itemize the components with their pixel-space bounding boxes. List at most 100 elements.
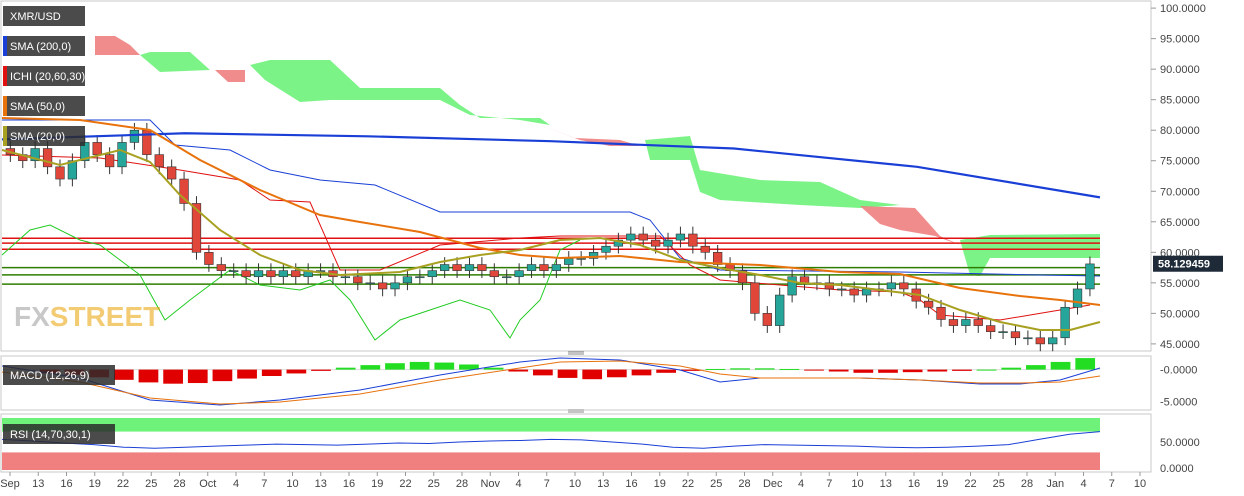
candle-body [1048, 337, 1058, 345]
macd-histogram-bar [434, 362, 455, 370]
macd-y-tick-label: -0.0000 [1160, 365, 1197, 377]
candle-body [167, 166, 177, 180]
macd-histogram-bar [902, 369, 923, 373]
candle-body [216, 264, 226, 271]
candle-body [1023, 337, 1033, 340]
candle-body [117, 142, 127, 168]
candle-body [291, 270, 301, 278]
candle-body [961, 319, 971, 326]
candle-body [923, 300, 934, 308]
rsi-y-tick-label: 50.0000 [1160, 437, 1200, 449]
rsi-legend-label: RSI (14,70,30,1) [10, 429, 91, 441]
y-tick-label: 85.0000 [1160, 95, 1200, 107]
candle-body [539, 264, 549, 271]
candle-body [1060, 306, 1070, 339]
x-tick-label: 19 [936, 478, 948, 490]
x-tick-label: 7 [826, 478, 832, 490]
macd-histogram-bar [138, 369, 159, 383]
indicator-legend-box[interactable]: SMA (20,0) [3, 126, 85, 146]
candle-body [973, 319, 983, 326]
rsi-legend-box[interactable]: RSI (14,70,30,1) [3, 424, 115, 444]
macd-histogram-bar [113, 369, 134, 380]
candle-body [402, 276, 413, 284]
kumo-segment [645, 136, 900, 208]
macd-histogram-bar [557, 369, 578, 378]
y-tick-label: 65.0000 [1160, 217, 1200, 229]
legend-box-bg [3, 126, 85, 146]
sma200-line [1, 132, 1101, 199]
macd-y-tick-label: -5.0000 [1160, 397, 1197, 409]
legend-label: XMR/USD [10, 11, 61, 23]
candle-body [502, 276, 512, 279]
x-tick-label: 16 [60, 478, 72, 490]
candle-body [1072, 288, 1083, 308]
x-tick-label: 25 [428, 478, 440, 490]
symbol-legend-box[interactable]: XMR/USD [3, 6, 85, 26]
candle-body [526, 264, 537, 271]
x-tick-label: Dec [763, 478, 783, 490]
candle-body [849, 288, 859, 296]
candle-body [514, 270, 524, 278]
rsi-resize-handle[interactable] [568, 409, 584, 413]
kumo-segment [250, 60, 550, 125]
y-tick-label: 45.0000 [1160, 339, 1200, 351]
macd-histogram-bar [212, 369, 233, 382]
macd-histogram-bar [804, 369, 824, 371]
candle-body [700, 245, 710, 253]
x-tick-label: 13 [880, 478, 892, 490]
sma20-line [1, 148, 1101, 331]
macd-histogram-bar [754, 368, 775, 370]
x-tick-label: 7 [544, 478, 550, 490]
ichimoku-cloud [95, 36, 1100, 276]
rsi-series: 50.0000 0.0000 [1, 418, 1200, 475]
candle-body [986, 325, 996, 332]
x-tick-label: 4 [515, 478, 521, 490]
macd-histogram-bar [1075, 358, 1096, 370]
macd-series: -0.0000 -5.0000 [1, 357, 1197, 409]
rsi-y-tick-label: 0.0000 [1160, 463, 1194, 475]
macd-histogram-bar [828, 369, 849, 372]
indicator-legend-box[interactable]: SMA (200,0) [3, 36, 85, 56]
candle-body [564, 258, 574, 265]
x-tick-label: 10 [851, 478, 863, 490]
x-tick-label: 22 [682, 478, 694, 490]
indicator-legend-box[interactable]: SMA (50,0) [3, 96, 85, 116]
legend-label: ICHI (20,60,30) [10, 71, 85, 83]
x-tick-label: Nov [480, 478, 500, 490]
kumo-segment [140, 52, 210, 72]
candle-body [390, 282, 400, 290]
macd-resize-handle[interactable] [568, 351, 584, 355]
legend-box-bg [3, 66, 85, 86]
x-tick-label: 22 [964, 478, 976, 490]
x-tick-label: 28 [456, 478, 468, 490]
candle-body [427, 270, 437, 278]
macd-legend-box[interactable]: MACD (12,26,9) [3, 365, 115, 385]
y-tick-label: 90.0000 [1160, 64, 1200, 76]
candle-body [948, 319, 959, 326]
macd-histogram-bar [508, 369, 529, 372]
x-tick-label: 7 [1109, 478, 1115, 490]
x-tick-label: 19 [371, 478, 383, 490]
price-axis: 100.0000 95.0000 90.0000 85.0000 80.0000 75.0… [1151, 3, 1223, 351]
candle-body [179, 178, 189, 204]
candle-body [750, 282, 760, 314]
x-tick-label: 25 [710, 478, 722, 490]
legend-box-bg [3, 365, 115, 385]
macd-histogram-bar [1026, 365, 1046, 370]
indicator-legend[interactable]: XMR/USD SMA (200,0) ICHI (20,60,30) SMA (50… [3, 6, 115, 444]
kumo-segment [95, 36, 140, 55]
ichimoku-conversion-line [2, 119, 1101, 277]
y-tick-label: 55.0000 [1160, 278, 1200, 290]
candle-body [67, 160, 78, 180]
rsi-oversold-zone [2, 452, 1100, 470]
candle-body [824, 282, 834, 290]
candle-body [675, 233, 686, 241]
candle-body [204, 252, 214, 265]
x-tick-label: 22 [117, 478, 129, 490]
indicator-legend-box[interactable]: ICHI (20,60,30) [3, 66, 85, 86]
sma50-line [1, 117, 1101, 306]
candle-body [861, 288, 872, 296]
date-axis: Sep 13 16 19 22 25 28 Oct 4 7 10 13 16 19 22 25 28 Nov 4 7 1… [0, 472, 1146, 490]
candle-body [55, 166, 65, 180]
macd-histogram-bar [631, 369, 652, 376]
